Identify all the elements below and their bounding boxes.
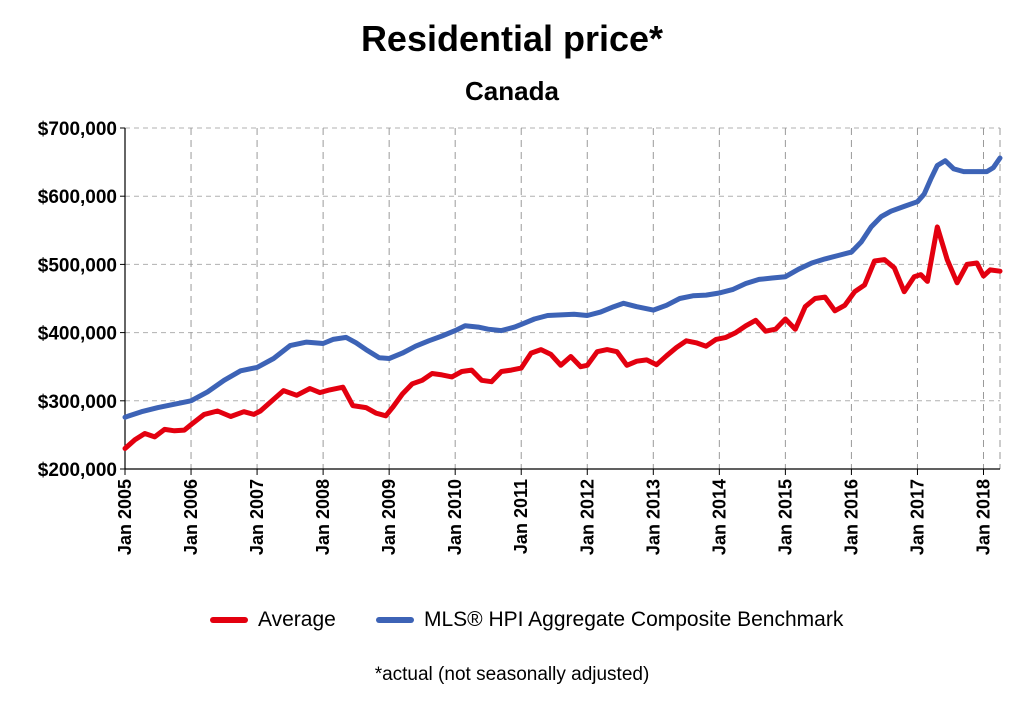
chart-subtitle: Canada [465,76,559,106]
legend-item-mls-hpi: MLS® HPI Aggregate Composite Benchmark [376,608,843,632]
x-tick-label: Jan 2011 [511,479,531,554]
legend-item-average: Average [210,608,336,632]
x-tick-label: Jan 2006 [181,479,201,555]
x-tick-label: Jan 2007 [247,479,267,555]
legend-label-average: Average [258,608,336,631]
x-tick-label: Jan 2015 [775,479,795,555]
x-tick-label: Jan 2008 [313,479,333,555]
legend-swatch-average [210,617,248,623]
x-tick-label: Jan 2017 [907,479,927,555]
y-tick-label: $500,000 [38,255,117,276]
y-tick-label: $600,000 [38,187,117,208]
x-tick-label: Jan 2012 [577,479,597,555]
y-tick-label: $300,000 [38,392,117,413]
x-tick-label: Jan 2014 [709,479,729,555]
series-mls-hpi-line [122,155,1003,420]
y-tick-label: $200,000 [38,460,117,481]
legend-swatch-mls-hpi [376,617,414,623]
x-tick-label: Jan 2013 [643,479,663,555]
chart-footnote: *actual (not seasonally adjusted) [374,664,650,685]
x-tick-label: Jan 2005 [115,479,135,555]
x-tick-label: Jan 2010 [445,479,465,555]
x-tick-label: Jan 2009 [379,479,399,555]
chart-legend: Average MLS® HPI Aggregate Composite Ben… [0,608,1024,638]
x-tick-label: Jan 2018 [973,479,993,555]
series-average-line [122,224,1003,451]
y-tick-label: $400,000 [38,324,117,345]
x-tick-label: Jan 2016 [841,479,861,555]
legend-label-mls-hpi: MLS® HPI Aggregate Composite Benchmark [424,608,844,631]
y-tick-label: $700,000 [38,119,117,140]
chart-title: Residential price* [360,18,664,59]
